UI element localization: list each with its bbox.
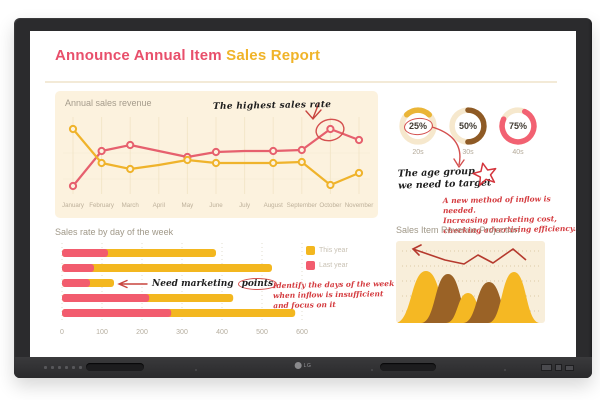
weekday-sales-bar-chart: 0 100 200 300 400 500 600 <box>60 243 308 336</box>
svg-text:200: 200 <box>136 329 148 336</box>
svg-text:100: 100 <box>96 329 108 336</box>
legend-this-year: This year <box>306 246 348 255</box>
annual-revenue-title: Annual sales revenue <box>65 98 152 108</box>
svg-text:300: 300 <box>176 329 188 336</box>
donut-20s: 25% 20s <box>397 105 439 159</box>
svg-text:0: 0 <box>60 329 64 336</box>
age-group-donuts: 25% 20s 50% 30s 75% 40s <box>397 105 539 159</box>
page-title: Announce Annual Item Sales Report <box>55 47 320 64</box>
svg-text:April: April <box>153 202 165 209</box>
svg-text:July: July <box>239 202 251 209</box>
donut-40s-value: 75% <box>508 121 527 131</box>
brand-text: LG <box>303 362 312 369</box>
svg-text:January: January <box>62 202 85 209</box>
chin-dot <box>504 369 506 371</box>
donut-20s-value: 25% <box>408 121 427 131</box>
this-year-label: This year <box>319 247 348 254</box>
projection-area-chart <box>396 244 540 323</box>
screen-content: Announce Annual Item Sales Report Annual… <box>30 31 576 357</box>
donut-chart-20s <box>399 107 437 145</box>
highest-sales-annotation: The highest sales rate <box>212 99 332 113</box>
pen-tray-left <box>86 363 144 371</box>
donut-40s: 75% 40s <box>497 105 539 159</box>
annual-revenue-line-chart: January February March April May June July Augu… <box>62 117 374 209</box>
weekday-note: Identify the days of the week when inflo… <box>273 279 399 312</box>
brand-logo: LG <box>294 362 312 369</box>
svg-text:October: October <box>319 202 341 209</box>
tv-display-frame: Announce Annual Item Sales Report Annual… <box>14 18 592 378</box>
donut-chart-40s <box>499 107 537 145</box>
inflow-note-line1: A new method of inflow is needed. <box>442 194 551 216</box>
svg-text:February: February <box>89 202 115 209</box>
bar-chart-legend: This year Last year <box>306 246 348 276</box>
side-ports <box>541 364 574 371</box>
projection-title: Sales Item Revenue Projection <box>396 225 520 235</box>
weekday-sales-title: Sales rate by day of the week <box>55 227 174 237</box>
marketing-text: Need marketing <box>152 279 234 289</box>
svg-text:May: May <box>182 202 195 209</box>
svg-text:600: 600 <box>296 329 308 336</box>
donut-30s-label: 30s <box>462 149 474 156</box>
pen-tray-right <box>380 363 436 371</box>
donut-chart-30s <box>449 107 487 145</box>
projection-panel <box>396 241 545 323</box>
chin-dot <box>371 369 373 371</box>
legend-last-year: Last year <box>306 261 348 270</box>
marketing-annotation: Need marketing points <box>116 278 278 290</box>
svg-text:400: 400 <box>216 329 228 336</box>
this-year-swatch <box>306 246 315 255</box>
svg-text:500: 500 <box>256 329 268 336</box>
svg-text:September: September <box>287 202 317 209</box>
marketing-circled-word: points <box>237 278 278 290</box>
last-year-label: Last year <box>319 262 348 269</box>
logo-mark-icon <box>294 362 302 369</box>
donut-30s-value: 50% <box>458 121 477 131</box>
donut-30s: 50% 30s <box>447 105 489 159</box>
hand-arrow-left-icon <box>117 279 148 289</box>
title-divider <box>45 81 557 83</box>
svg-text:August: August <box>264 202 284 209</box>
weekday-note-line3: and focus on it <box>273 300 336 311</box>
page-title-primary: Announce Annual Item <box>55 47 222 64</box>
annual-revenue-panel: Annual sales revenue January February Marc… <box>55 91 378 218</box>
svg-text:June: June <box>209 202 223 209</box>
page-title-secondary: Sales Report <box>226 47 321 64</box>
svg-text:November: November <box>345 202 374 209</box>
star-icon <box>472 162 497 187</box>
donut-20s-label: 20s <box>412 149 424 156</box>
control-buttons <box>44 366 82 369</box>
donut-40s-label: 40s <box>512 149 524 156</box>
svg-text:March: March <box>122 202 140 209</box>
bezel-chin: LG <box>14 357 592 378</box>
last-year-swatch <box>306 261 315 270</box>
chin-dot <box>195 369 197 371</box>
